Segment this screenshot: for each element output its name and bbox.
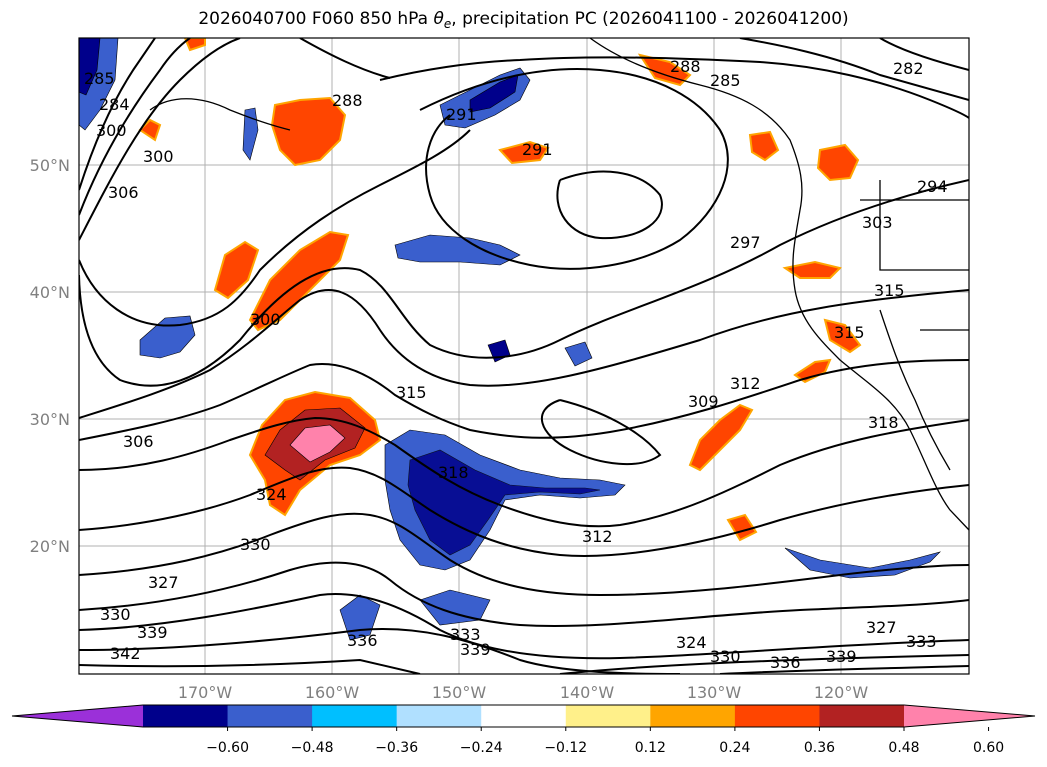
- colorbar-swatch: [734, 705, 820, 727]
- lon-tick-label: 150°W: [432, 683, 487, 702]
- contour-label: 324: [676, 633, 707, 652]
- contour-label: 333: [906, 632, 937, 651]
- coastlines: [149, 38, 969, 531]
- contour-label: 288: [670, 57, 701, 76]
- contour-label: 294: [917, 177, 948, 196]
- contour-label: 339: [826, 647, 857, 666]
- lon-tick-labels: 170°W 160°W 150°W 140°W 130°W 120°W: [178, 683, 869, 702]
- colorbar-tick-label: 0.36: [804, 740, 835, 756]
- title-suffix: , precipitation PC (2026041100 - 2026041…: [451, 9, 849, 29]
- contour-label: 300: [96, 121, 127, 140]
- title-theta: θ: [433, 9, 444, 29]
- contour-label: 324: [256, 485, 287, 504]
- colorbar-swatch: [227, 705, 313, 727]
- contour-label: 318: [438, 463, 469, 482]
- lon-tick-label: 120°W: [814, 683, 869, 702]
- contour-label: 285: [84, 69, 115, 88]
- contour-label: 282: [893, 59, 924, 78]
- lon-tick-label: 140°W: [560, 683, 615, 702]
- colorbar-swatch: [819, 705, 905, 727]
- contour-label: 330: [100, 605, 131, 624]
- contour-label: 327: [866, 618, 897, 637]
- colorbar-swatch: [143, 705, 229, 727]
- colorbar-tick-label: 0.24: [719, 740, 750, 756]
- contour-label: 336: [770, 653, 801, 672]
- contour-label: 291: [522, 140, 553, 159]
- lat-tick-label: 30°N: [30, 410, 70, 429]
- title-prefix: 2026040700 F060 850 hPa: [198, 9, 434, 29]
- contour-label: 291: [446, 105, 477, 124]
- colorbar-tick-label: 0.12: [635, 740, 666, 756]
- contour-label: 315: [834, 323, 865, 342]
- map-frame: [78, 37, 970, 675]
- lat-tick-label: 20°N: [30, 537, 70, 556]
- colorbar-extend-low: [12, 705, 143, 727]
- contour-label: 330: [240, 535, 271, 554]
- lon-tick-label: 160°W: [305, 683, 360, 702]
- colorbar-tick-label: 0.48: [888, 740, 919, 756]
- contour-label: 336: [347, 631, 378, 650]
- contour-label: 303: [862, 213, 893, 232]
- contour-label: 284: [99, 95, 130, 114]
- contour-label: 306: [123, 432, 154, 451]
- contour-label: 285: [710, 71, 741, 90]
- contour-label: 342: [110, 644, 141, 663]
- colorbar-swatch: [396, 705, 482, 727]
- colorbar-outline: [11, 704, 1036, 728]
- colorbar-swatch: [565, 705, 651, 727]
- contour-label: 288: [332, 91, 363, 110]
- colorbar-extend-high: [904, 705, 1035, 727]
- colorbar-tick-label: −0.48: [291, 740, 334, 756]
- contour-label: 312: [730, 374, 761, 393]
- contour-label: 300: [250, 310, 281, 329]
- colorbar-tick-label: −0.12: [544, 740, 587, 756]
- lat-tick-label: 40°N: [30, 283, 70, 302]
- contour-label: 339: [460, 640, 491, 659]
- title-theta-subscript: e: [443, 17, 452, 31]
- colorbar-tick-label: −0.24: [460, 740, 503, 756]
- colorbar-swatch: [650, 705, 736, 727]
- colorbar-tick-label: −0.60: [206, 740, 249, 756]
- contour-label: 309: [688, 392, 719, 411]
- lat-tick-label: 50°N: [30, 156, 70, 175]
- lat-tick-labels: 50°N 40°N 30°N 20°N: [30, 156, 70, 556]
- contour-label: 300: [143, 147, 174, 166]
- lon-tick-label: 170°W: [178, 683, 233, 702]
- colorbar-swatch: [481, 705, 567, 727]
- chart-title: 2026040700 F060 850 hPa θe, precipitatio…: [0, 9, 1047, 31]
- contour-label: 312: [582, 527, 613, 546]
- contour-label: 339: [137, 623, 168, 642]
- contour-labels: 285 285 288 284 288 291 294 300 306 300 …: [84, 57, 948, 672]
- contour-label: 306: [108, 183, 139, 202]
- contour-label: 330: [710, 647, 741, 666]
- lon-tick-label: 130°W: [687, 683, 742, 702]
- contour-label: 315: [874, 281, 905, 300]
- colorbar: −0.60 −0.48 −0.36 −0.24 −0.12 0.12 0.24 0.36 0.4…: [11, 704, 1036, 756]
- colorbar-tick-label: 0.60: [973, 740, 1004, 756]
- contour-label: 318: [868, 413, 899, 432]
- contour-label: 333: [450, 625, 481, 644]
- contour-label: 297: [730, 233, 761, 252]
- contour-label: 315: [396, 383, 427, 402]
- contour-label: 327: [148, 573, 179, 592]
- theta-e-contours: [79, 38, 969, 674]
- colorbar-tick-label: −0.36: [375, 740, 418, 756]
- colorbar-swatch: [312, 705, 398, 727]
